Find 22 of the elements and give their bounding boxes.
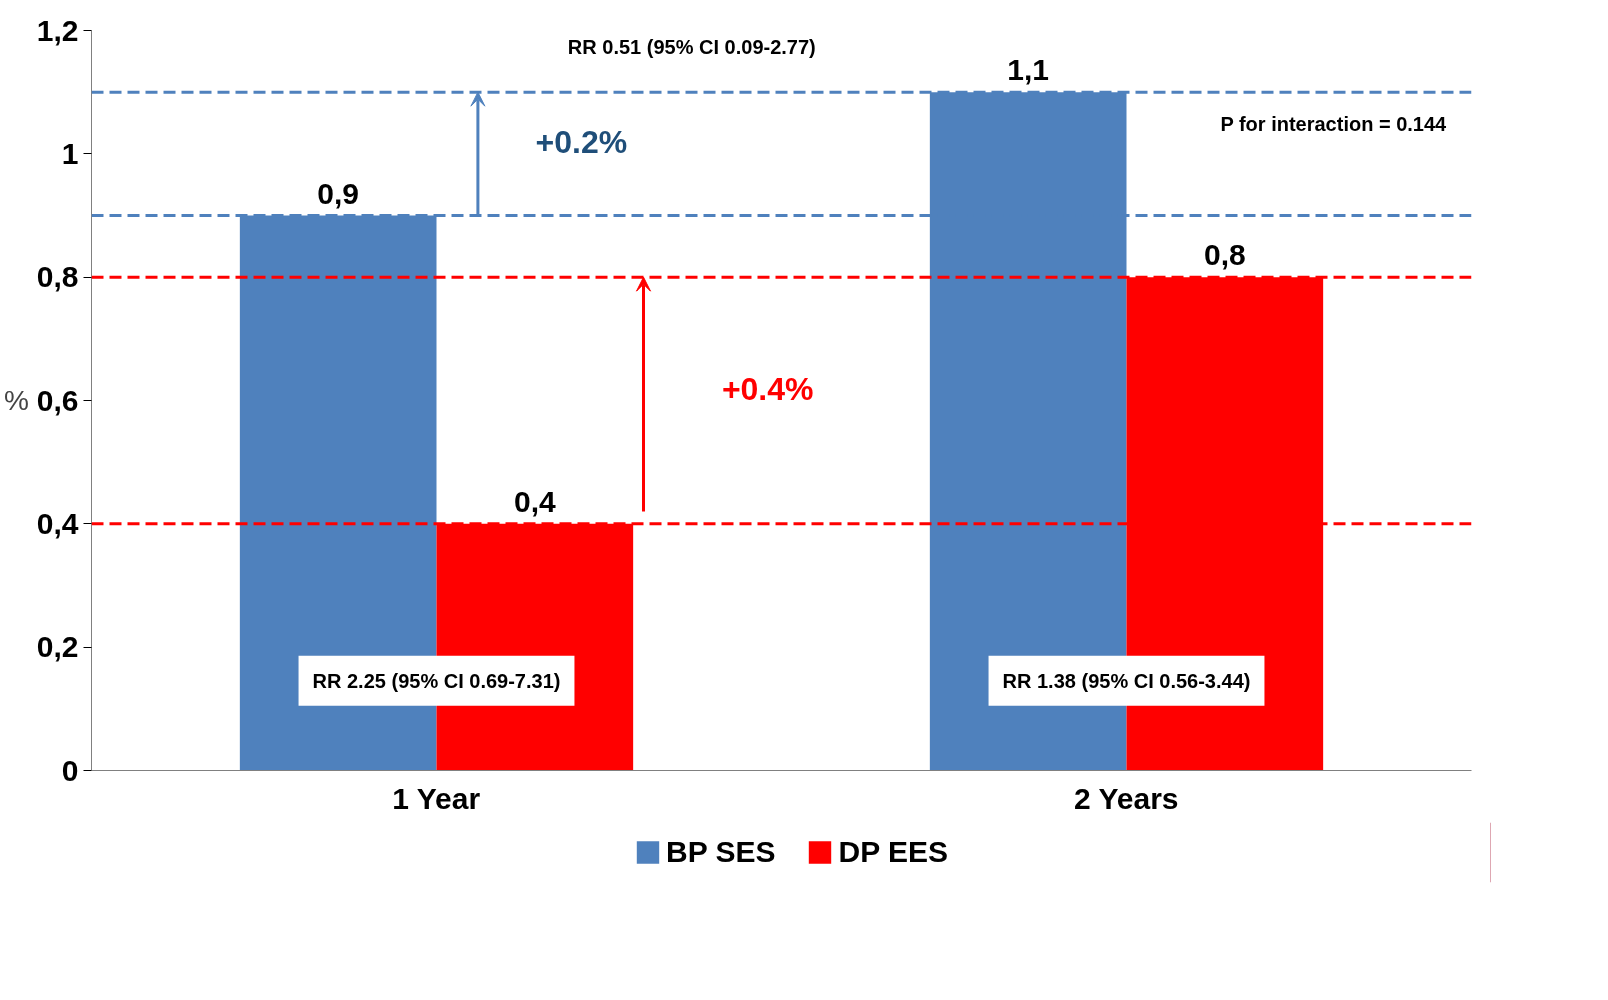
y-tick-label: 0,6 <box>36 383 79 417</box>
x-tick-label: 1 Year <box>392 781 481 815</box>
y-tick-label: 1,2 <box>36 13 79 47</box>
data-label: 0,9 <box>317 176 360 210</box>
data-label: 0,4 <box>513 484 556 518</box>
y-tick-label: 0 <box>61 753 79 787</box>
y-tick-label: 0,2 <box>36 630 79 664</box>
annotation: P for interaction = 0.144 <box>1220 113 1448 136</box>
annotation: +0.2% <box>535 124 628 160</box>
y-tick-label: 0,8 <box>36 260 79 294</box>
annotation: RR 2.25 (95% CI 0.69-7.31) <box>312 669 561 692</box>
annotation: RR 1.38 (95% CI 0.56-3.44) <box>1002 669 1251 692</box>
y-tick-label: 1 <box>61 136 79 170</box>
annotation: RR 0.51 (95% CI 0.09-2.77) <box>567 36 816 59</box>
y-axis-title: % <box>3 385 29 416</box>
annotation: +0.4% <box>721 370 814 407</box>
legend-label: DP EES <box>838 835 948 869</box>
y-tick-label: 0,4 <box>36 506 79 540</box>
legend-label: BP SES <box>666 835 776 869</box>
data-label: 1,1 <box>1007 53 1050 87</box>
x-tick-label: 2 Years <box>1073 781 1179 815</box>
data-label: 0,8 <box>1203 238 1246 272</box>
